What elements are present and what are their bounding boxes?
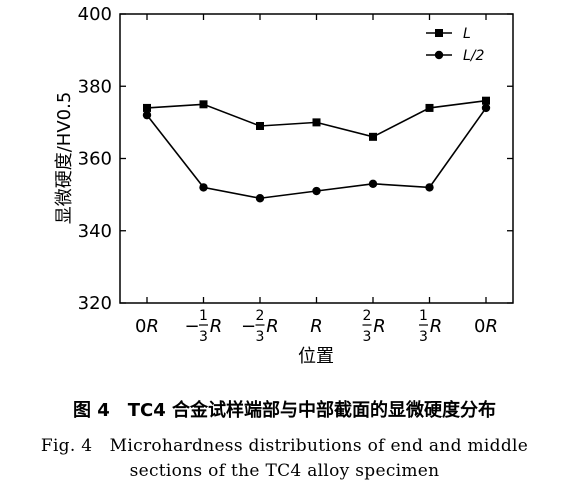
x-tick-label-sign: − [241, 316, 256, 337]
x-tick-label: 2 3 R [362, 308, 386, 345]
data-point-circle [481, 103, 491, 113]
x-tick-label-text: 0R [474, 316, 498, 337]
x-tick-label-numerator: 2 [256, 308, 265, 324]
x-tick-label-variable: R [485, 316, 498, 337]
data-point-circle [255, 194, 265, 203]
figure-caption-english-line1: Fig. 4 Microhardness distributions of en… [40, 436, 529, 456]
legend-marker-circle [434, 50, 444, 60]
data-point-circle [199, 183, 208, 192]
x-tick-label-variable: R [266, 316, 279, 337]
legend-label: L/2 [463, 48, 485, 64]
data-point-square [143, 103, 151, 112]
x-tick-label-numerator: 1 [419, 308, 428, 324]
x-tick-label-variable: R [210, 316, 223, 337]
data-point-circle [425, 183, 434, 192]
plot-frame [119, 13, 514, 304]
x-tick-label-variable: R [373, 316, 386, 337]
x-tick-label-denominator: 3 [363, 329, 372, 345]
figure-caption-english-line2: sections of the TC4 alloy specimen [129, 461, 440, 481]
x-tick-label-denominator: 3 [256, 329, 265, 345]
x-tick-label: 1 3 R [419, 308, 442, 345]
x-axis-label: 位置 [298, 346, 334, 367]
y-tick-label: 320 [78, 293, 112, 314]
data-point-square [256, 121, 264, 130]
x-tick-label-sign: − [184, 316, 199, 337]
x-tick-label-numerator: 1 [199, 308, 208, 324]
x-tick-label-numerator: 2 [363, 308, 372, 324]
x-tick-label-denominator: 3 [419, 329, 428, 345]
x-tick-label-variable: R [146, 316, 159, 337]
data-point-circle [142, 110, 152, 120]
y-tick-label: 380 [78, 76, 112, 97]
y-tick-label: 340 [78, 221, 112, 242]
x-axis: 0R −13 R −23 R R 23 R 13 R 0R [135, 14, 498, 345]
x-tick-label-denominator: 3 [199, 329, 208, 345]
x-tick-label: R [310, 316, 323, 337]
legend-marker-square [435, 29, 443, 37]
data-point-square [482, 96, 490, 105]
x-tick-label-variable: R [430, 316, 443, 337]
data-point-square [369, 132, 377, 141]
figure-caption-chinese: 图 4 TC4 合金试样端部与中部截面的显微硬度分布 [72, 400, 497, 421]
x-tick-label: 0R [135, 316, 159, 337]
data-point-square [425, 103, 434, 112]
y-tick-label: 400 [78, 4, 112, 25]
y-tick-label: 360 [78, 149, 112, 170]
data-point-square [199, 100, 208, 109]
x-tick-label-text: R [310, 316, 323, 337]
legend: L L/2 [426, 26, 485, 64]
data-point-square [312, 118, 321, 127]
x-tick-label-lead: 0 [135, 316, 146, 337]
series-layer [142, 96, 491, 203]
x-tick-label-lead: 0 [474, 316, 485, 337]
data-point-circle [312, 186, 321, 196]
legend-label: L [463, 26, 471, 42]
y-axis-label: 显微硬度/HV0.5 [54, 92, 75, 225]
x-tick-label: −1 3 R [184, 308, 222, 345]
x-tick-label: 0R [474, 316, 498, 337]
x-tick-label: −2 3 R [241, 308, 279, 345]
x-tick-label-variable: R [310, 316, 323, 337]
y-axis: 320 340 360 380 400 [78, 4, 513, 314]
x-tick-label-text: 0R [135, 316, 159, 337]
data-point-circle [368, 179, 378, 188]
